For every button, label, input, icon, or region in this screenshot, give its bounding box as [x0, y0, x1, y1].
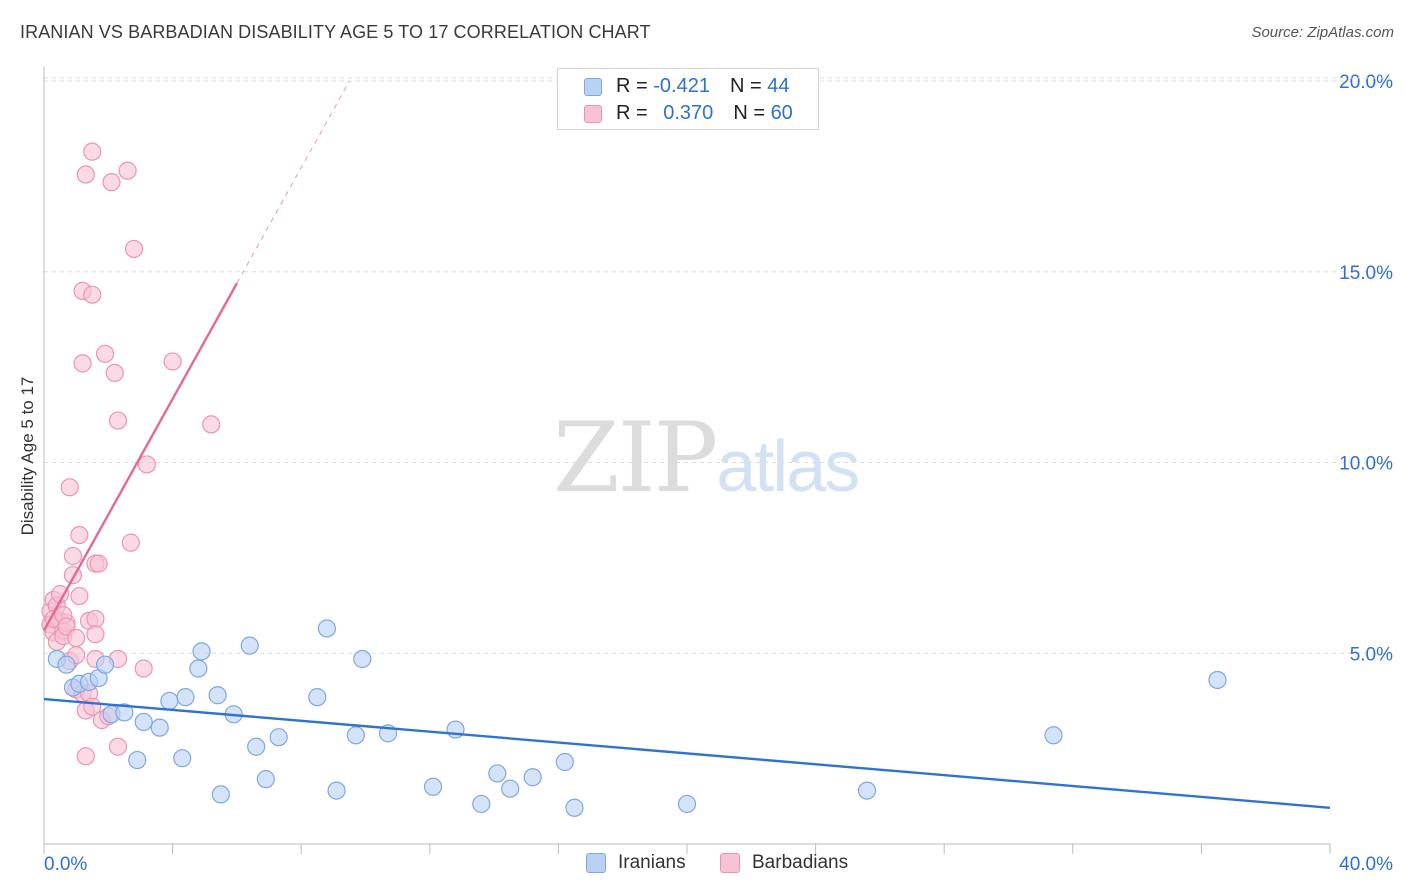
iranians-point [192, 642, 211, 661]
x-tick-label-min: 0.0% [44, 854, 87, 875]
barbadians-point [86, 625, 105, 644]
n-label: N = [733, 102, 771, 124]
barbadians-point [102, 173, 121, 192]
iranians-point [1044, 726, 1063, 745]
barbadians-point [108, 737, 128, 756]
chart-title: IRANIAN VS BARBADIAN DISABILITY AGE 5 TO… [20, 22, 651, 42]
y-tick-label: 20.0% [1339, 72, 1393, 93]
barbadians-point [118, 161, 137, 180]
barbadians-point [67, 628, 86, 648]
iranians-point [173, 749, 192, 768]
iranians-point [472, 794, 491, 814]
iranians-point [346, 726, 365, 745]
iranians-point [353, 649, 372, 669]
iranians-point [134, 712, 153, 732]
iranians-point [317, 619, 337, 638]
r-label: R = [616, 102, 654, 124]
iranians-point [501, 779, 520, 798]
barbadians-point [86, 609, 105, 629]
barbadians-point [70, 586, 89, 606]
iranians-point [565, 798, 584, 817]
iranians-legend-swatch [586, 853, 606, 873]
y-tick-label: 15.0% [1339, 263, 1393, 284]
r-label: R = [616, 75, 654, 97]
y-tick-label: 10.0% [1339, 454, 1393, 475]
barbadians-legend-label: Barbadians [752, 852, 849, 873]
legend-iranians-stats: R = -0.421 N = 44 [616, 75, 789, 98]
correlation-legend: R = -0.421 N = 44 R = 0.370 N = 60 [557, 68, 819, 130]
iranians-point [327, 781, 346, 800]
iranians-swatch [584, 78, 602, 96]
iranians-point [208, 686, 227, 705]
iranians-point [150, 718, 169, 737]
iranians-point [211, 785, 230, 804]
barbadians-point [105, 363, 124, 382]
barbadians-point [83, 285, 102, 304]
r-value-barbadians: 0.370 [663, 102, 714, 124]
barbadians-point [70, 525, 89, 545]
source-label: Source: ZipAtlas.com [1251, 24, 1394, 41]
iranians-point [308, 688, 327, 707]
barbadians-point [60, 478, 79, 497]
iranians-point [677, 794, 697, 814]
iranians-point [176, 688, 195, 707]
n-value-iranians: 44 [767, 75, 790, 97]
iranians-point [160, 691, 179, 711]
x-tick-label-max: 40.0% [1339, 854, 1393, 875]
barbadians-point [134, 659, 153, 678]
barbadians-point [83, 142, 102, 161]
barbadians-trend-line [42, 282, 238, 631]
iranians-point [240, 636, 259, 655]
iranians-point [1208, 670, 1227, 690]
iranians-point [423, 777, 443, 796]
barbadians-legend-swatch [720, 853, 740, 873]
barbadians-point [89, 554, 108, 573]
iranians-legend-label: Iranians [618, 852, 686, 873]
legend-barbadians-stats: R = 0.370 N = 60 [616, 102, 793, 125]
iranians-point [128, 750, 147, 770]
iranians-point [488, 764, 507, 783]
r-value-iranians: -0.421 [653, 75, 710, 97]
iranians-point [95, 655, 115, 674]
watermark-atlas: atlas [716, 427, 860, 507]
barbadians-point [73, 354, 92, 373]
watermark-zip: ZIP [553, 402, 718, 514]
n-value-barbadians: 60 [770, 102, 793, 124]
barbadians-point [76, 747, 95, 766]
barbadians-point [95, 344, 115, 363]
iranians-point [523, 768, 542, 787]
barbadians-point [137, 455, 156, 474]
iranians-point [857, 781, 877, 800]
iranians-point [555, 752, 574, 772]
barbadians-point [124, 239, 144, 259]
iranians-point [115, 703, 134, 722]
watermark: ZIPatlas [553, 402, 860, 514]
barbadians-point [163, 352, 182, 371]
n-label: N = [729, 75, 768, 97]
iranians-point [189, 659, 208, 678]
barbadians-trend-extension [236, 80, 350, 284]
iranians-point [269, 728, 288, 747]
barbadians-point [76, 165, 95, 184]
iranians-trend-line [43, 697, 1331, 809]
iranians-point [57, 655, 76, 674]
iranians-point [247, 737, 266, 756]
barbadians-swatch [584, 105, 602, 123]
barbadians-point [202, 415, 221, 434]
y-tick-label: 5.0% [1350, 644, 1393, 665]
barbadians-point [108, 411, 128, 430]
iranians-point [256, 770, 275, 789]
barbadians-point [121, 533, 140, 552]
y-axis-label: Disability Age 5 to 17 [18, 376, 37, 536]
barbadians-point [63, 546, 83, 566]
